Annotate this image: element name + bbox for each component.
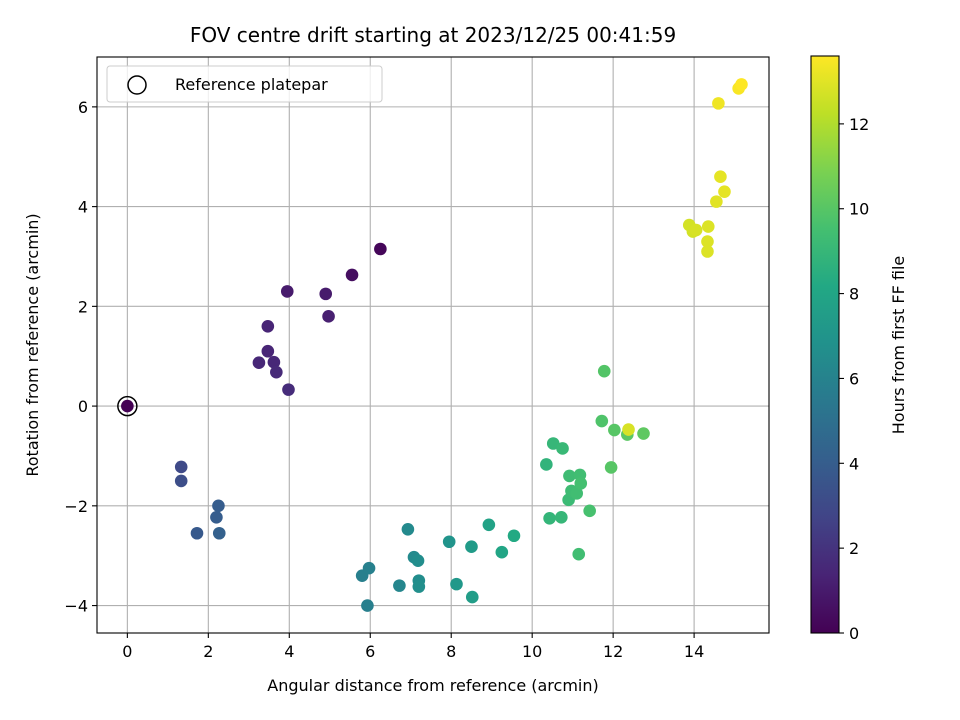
- data-point: [714, 170, 727, 183]
- data-point: [267, 355, 281, 369]
- data-point: [393, 579, 406, 592]
- data-point: [345, 268, 359, 282]
- data-point: [543, 511, 556, 525]
- data-point: [701, 235, 714, 248]
- reference-marker: [117, 395, 138, 417]
- data-point: [261, 344, 275, 358]
- plot-frame: [96, 56, 770, 634]
- data-point: [190, 526, 204, 540]
- colorbar-tick-label: 0: [849, 624, 859, 643]
- x-tick-label: 14: [684, 642, 704, 661]
- x-tick-label: 10: [522, 642, 542, 661]
- data-point: [411, 554, 425, 567]
- x-axis-ticks: 0 2 4 6 8 10 12 14: [122, 633, 704, 661]
- data-point: [374, 242, 387, 256]
- y-tick-label: −4: [64, 597, 88, 616]
- y-tick-label: 4: [78, 198, 88, 217]
- data-point: [261, 319, 275, 333]
- data-point: [555, 511, 568, 524]
- x-tick-label: 2: [203, 642, 213, 661]
- data-point: [712, 97, 725, 110]
- data-point: [210, 511, 223, 524]
- y-axis-label: Rotation from reference (arcmin): [23, 213, 42, 476]
- data-point: [319, 287, 333, 301]
- data-point: [212, 526, 226, 540]
- colorbar-label: Hours from first FF file: [889, 256, 908, 435]
- data-point: [710, 195, 723, 208]
- legend: Reference platepar: [106, 65, 383, 103]
- data-point: [622, 423, 635, 436]
- y-axis-ticks: −4 −2 0 2 4 6: [64, 98, 97, 616]
- data-point: [572, 547, 586, 561]
- data-point: [450, 577, 463, 591]
- data-point: [212, 499, 225, 513]
- data-point: [546, 437, 560, 450]
- data-point: [604, 461, 618, 474]
- data-point: [465, 590, 479, 604]
- data-point: [280, 285, 294, 298]
- data-point: [362, 561, 376, 575]
- data-point: [495, 545, 509, 559]
- data-point: [121, 399, 134, 413]
- chart-title: FOV centre drift starting at 2023/12/25 …: [190, 23, 676, 47]
- data-point: [270, 365, 283, 379]
- data-point: [174, 474, 188, 488]
- data-point: [361, 599, 374, 612]
- data-points: [121, 78, 748, 612]
- data-point: [597, 364, 611, 378]
- colorbar-tick-label: 8: [849, 285, 859, 304]
- y-tick-label: 2: [78, 297, 88, 316]
- legend-entry-reference: Reference platepar: [175, 75, 328, 94]
- x-tick-label: 8: [446, 642, 456, 661]
- data-point: [412, 580, 426, 593]
- colorbar-tick-label: 12: [849, 115, 869, 134]
- x-tick-label: 4: [284, 642, 294, 661]
- data-point: [482, 518, 496, 532]
- data-point: [401, 522, 415, 536]
- data-point: [689, 223, 703, 237]
- data-point: [174, 460, 188, 474]
- grid-lines: [97, 57, 769, 633]
- data-point: [442, 535, 456, 549]
- colorbar-tick-label: 2: [849, 539, 859, 558]
- data-point: [735, 78, 748, 91]
- y-tick-label: 0: [78, 397, 88, 416]
- colorbar: 0 2 4 6 8 10 12 Hours from first FF file: [810, 55, 908, 643]
- legend-box: [106, 65, 383, 103]
- colorbar-gradient: [810, 55, 840, 634]
- y-tick-label: 6: [78, 98, 88, 117]
- data-point: [701, 220, 715, 233]
- data-point: [701, 245, 714, 258]
- colorbar-tick-label: 4: [849, 454, 859, 473]
- x-axis-label: Angular distance from reference (arcmin): [267, 676, 598, 695]
- reference-platepar-marker: [117, 395, 138, 417]
- x-tick-label: 12: [603, 642, 623, 661]
- data-point: [718, 185, 731, 198]
- colorbar-ticks: 0 2 4 6 8 10 12: [839, 115, 869, 643]
- data-point: [556, 442, 569, 455]
- data-point: [574, 477, 588, 490]
- data-point: [540, 458, 553, 471]
- data-point: [583, 504, 596, 518]
- data-point: [282, 383, 295, 396]
- data-point: [595, 414, 609, 428]
- data-point: [570, 487, 584, 500]
- legend-marker-reference: [127, 75, 147, 95]
- x-tick-label: 6: [365, 642, 375, 661]
- data-point: [322, 310, 335, 323]
- data-point: [465, 540, 478, 554]
- colorbar-tick-label: 10: [849, 200, 869, 219]
- data-point: [252, 356, 266, 370]
- y-tick-label: −2: [64, 497, 88, 516]
- colorbar-tick-label: 6: [849, 369, 859, 388]
- data-point: [637, 427, 650, 440]
- data-point: [563, 469, 576, 483]
- data-point: [507, 529, 521, 543]
- data-point: [608, 423, 621, 437]
- x-tick-label: 0: [122, 642, 132, 661]
